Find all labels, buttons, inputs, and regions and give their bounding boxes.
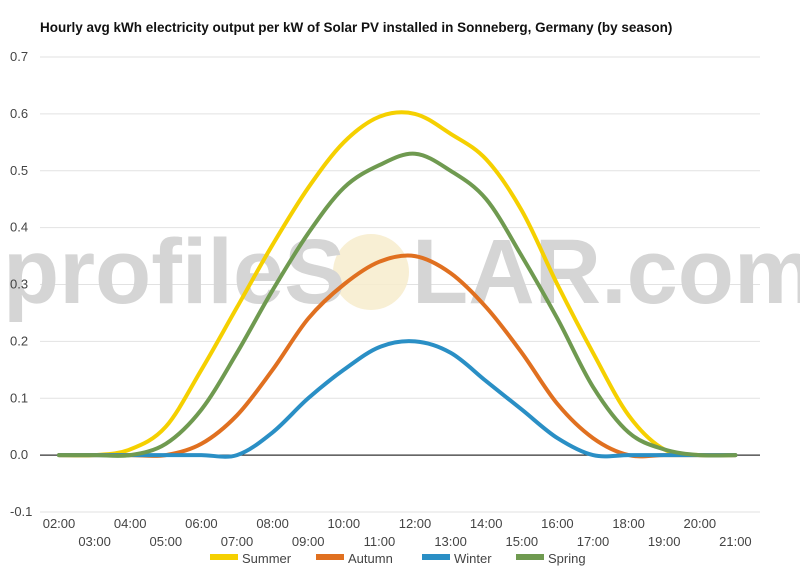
x-tick-label: 07:00 xyxy=(221,534,254,549)
x-tick-label: 13:00 xyxy=(434,534,467,549)
series-line-spring xyxy=(57,151,738,458)
y-tick-label: 0.1 xyxy=(10,390,28,405)
x-tick-label: 18:00 xyxy=(612,516,645,531)
x-tick-label: 08:00 xyxy=(256,516,289,531)
x-tick-label: 19:00 xyxy=(648,534,681,549)
x-tick-label: 14:00 xyxy=(470,516,503,531)
x-tick-label: 02:00 xyxy=(43,516,76,531)
watermark-sun-icon xyxy=(333,234,409,310)
x-tick-label: 17:00 xyxy=(577,534,610,549)
x-tick-label: 05:00 xyxy=(150,534,183,549)
legend-swatch xyxy=(422,554,450,560)
x-tick-label: 06:00 xyxy=(185,516,218,531)
legend-label: Winter xyxy=(454,551,492,566)
legend-swatch xyxy=(316,554,344,560)
watermark-text-left: profileS xyxy=(3,221,345,323)
x-tick-label: 16:00 xyxy=(541,516,574,531)
x-tick-label: 21:00 xyxy=(719,534,752,549)
y-tick-label: 0.3 xyxy=(10,277,28,292)
x-tick-label: 20:00 xyxy=(684,516,717,531)
legend-item-spring[interactable]: Spring xyxy=(516,551,586,566)
legend-label: Autumn xyxy=(348,551,393,566)
x-tick-label: 11:00 xyxy=(364,534,396,549)
legend[interactable]: Summer Autumn Winter Spring xyxy=(210,551,586,566)
y-tick-label: 0.7 xyxy=(10,49,28,64)
chart-title: Hourly avg kWh electricity output per kW… xyxy=(40,20,672,35)
x-tick-label: 04:00 xyxy=(114,516,147,531)
legend-swatch xyxy=(210,554,238,560)
y-tick-label: 0.0 xyxy=(10,447,28,462)
series-line-winter xyxy=(57,339,738,459)
x-tick-label: 10:00 xyxy=(328,516,361,531)
y-tick-label: 0.6 xyxy=(10,106,28,121)
x-tick-label: 09:00 xyxy=(292,534,325,549)
y-tick-label: 0.2 xyxy=(10,333,28,348)
y-axis-ticks: -0.1 0.0 0.1 0.2 0.3 0.4 0.5 0.6 0.7 xyxy=(10,49,32,519)
y-tick-label: 0.4 xyxy=(10,220,28,235)
watermark-text-right: LAR.com xyxy=(412,221,800,323)
legend-swatch xyxy=(516,554,544,560)
legend-label: Spring xyxy=(548,551,586,566)
legend-item-summer[interactable]: Summer xyxy=(210,551,292,566)
legend-item-autumn[interactable]: Autumn xyxy=(316,551,393,566)
y-tick-label: 0.5 xyxy=(10,163,28,178)
series-lines xyxy=(57,110,738,459)
x-tick-label: 12:00 xyxy=(399,516,432,531)
y-tick-label: -0.1 xyxy=(10,504,32,519)
series-line-summer xyxy=(57,110,738,458)
x-axis-ticks: 02:0003:0004:0005:0006:0007:0008:0009:00… xyxy=(43,516,752,549)
watermark: profileS LAR.com xyxy=(3,221,800,323)
legend-item-winter[interactable]: Winter xyxy=(422,551,492,566)
x-tick-label: 03:00 xyxy=(78,534,111,549)
legend-label: Summer xyxy=(242,551,292,566)
x-tick-label: 15:00 xyxy=(506,534,539,549)
